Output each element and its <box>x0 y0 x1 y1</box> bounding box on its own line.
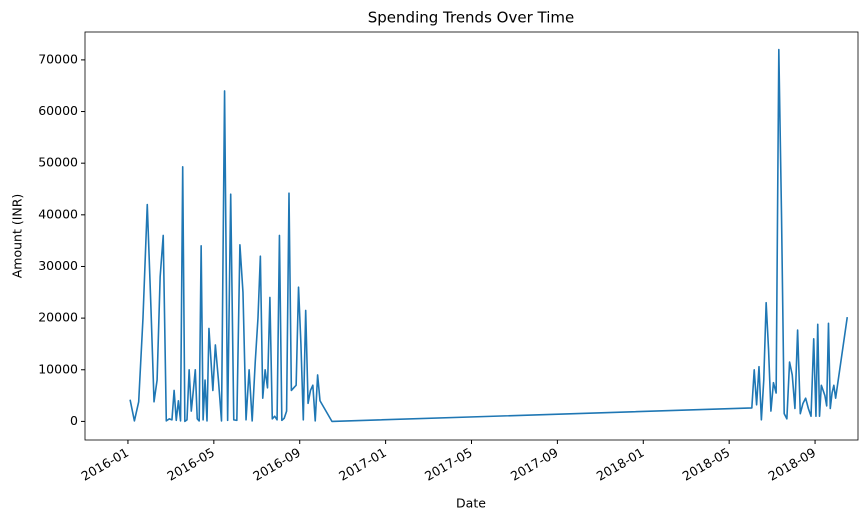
x-tick-label: 2016-09 <box>250 445 303 484</box>
y-tick-label: 20000 <box>38 310 78 325</box>
y-tick-label: 50000 <box>38 155 78 170</box>
x-tick-label: 2016-05 <box>164 445 217 484</box>
x-tick-label: 2016-01 <box>78 445 131 484</box>
y-tick-label: 40000 <box>38 206 78 221</box>
y-axis-label: Amount (INR) <box>10 194 25 279</box>
y-tick-label: 10000 <box>38 361 78 376</box>
x-tick-label: 2017-05 <box>422 445 475 484</box>
y-tick-label: 60000 <box>38 103 78 118</box>
x-axis-label: Date <box>456 496 486 511</box>
y-tick-label: 70000 <box>38 51 78 66</box>
x-tick-label: 2017-09 <box>508 445 561 484</box>
x-tick-label: 2018-01 <box>594 445 647 484</box>
x-tick-label: 2017-01 <box>336 445 389 484</box>
y-tick-label: 0 <box>70 413 78 428</box>
chart-title: Spending Trends Over Time <box>368 9 574 27</box>
plot-frame <box>84 31 859 441</box>
y-tick-label: 30000 <box>38 258 78 273</box>
data-line <box>129 48 849 423</box>
x-tick-label: 2018-09 <box>766 445 819 484</box>
x-tick-label: 2018-05 <box>680 445 733 484</box>
